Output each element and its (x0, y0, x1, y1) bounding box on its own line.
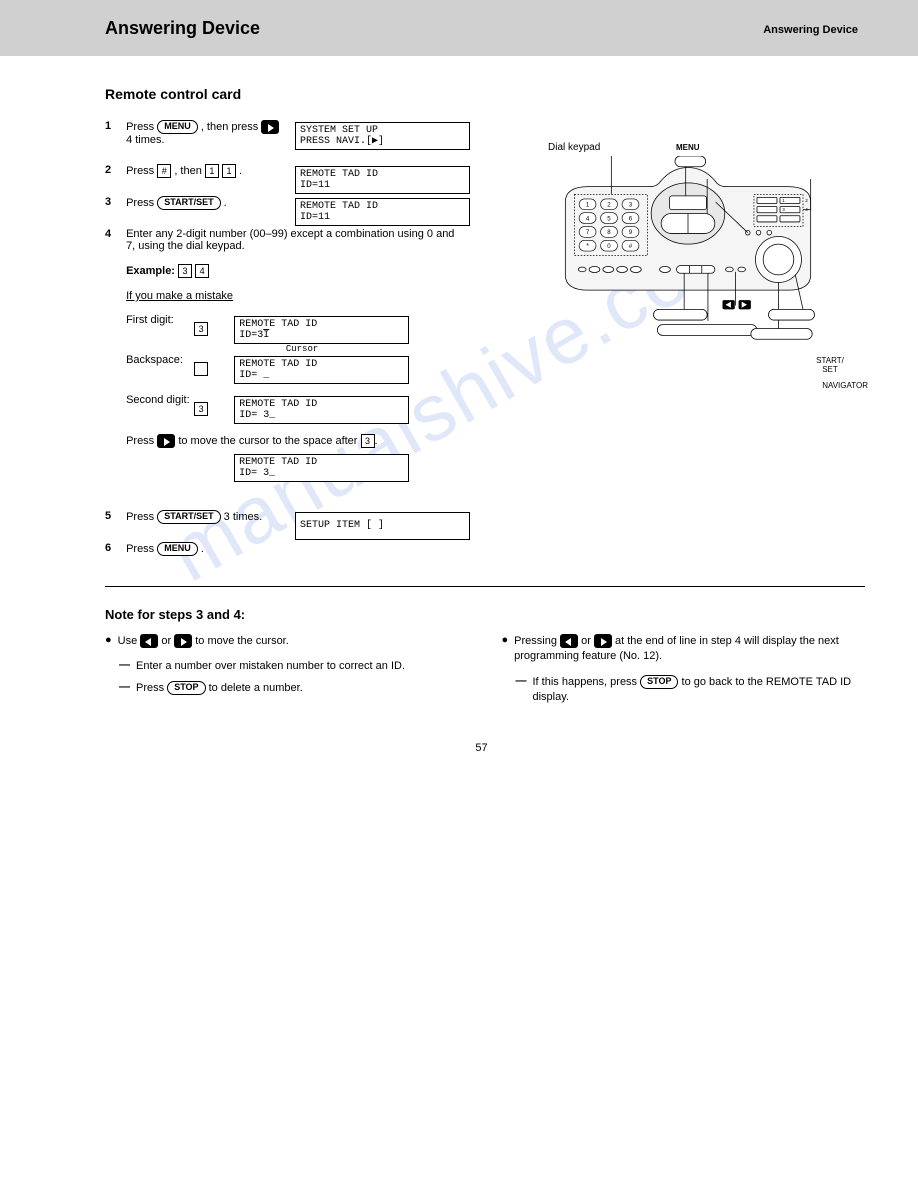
nav-right-icon (261, 120, 279, 134)
step-5: 5 Press START/SET 3 times. SETUP ITEM [ … (105, 510, 475, 524)
svg-text:7: 7 (586, 229, 590, 236)
start-set-button: START/SET (157, 196, 220, 210)
svg-text:5: 5 (607, 215, 611, 222)
nav-right-icon (594, 634, 612, 648)
control-panel-diagram: 1 2 3 4 5 6 7 8 9 * 0 # (518, 156, 858, 389)
lcd-display: REMOTE TAD ID ID=11 (295, 166, 470, 194)
text: Press (126, 121, 157, 133)
text: . (239, 165, 242, 177)
notes-title: Note for steps 3 and 4: (105, 607, 858, 622)
nav-left-icon (140, 634, 158, 648)
svg-text:2: 2 (805, 198, 808, 203)
second-digit-label: Second digit: (126, 394, 191, 406)
text: Enter any 2-digit number (00–99) except … (126, 228, 454, 252)
nav-left-icon (560, 634, 578, 648)
page-number: 57 (105, 742, 858, 754)
panel-label-keypad: Dial keypad (548, 142, 600, 153)
lcd-display: SYSTEM SET UP PRESS NAVI.[▶] (295, 122, 470, 150)
three-key: 3 (194, 322, 208, 336)
dash-icon: — (516, 675, 527, 706)
svg-text:#: # (629, 243, 633, 250)
header-title: Answering Device (105, 18, 260, 39)
notes-columns: ● Use or to move the cursor. — Enter a n… (105, 634, 858, 712)
svg-text:3: 3 (629, 202, 633, 209)
lcd-display: REMOTE TAD IDID=3I Cursor (234, 316, 409, 344)
svg-text:6: 6 (629, 215, 633, 222)
first-digit-label: First digit: (126, 314, 191, 326)
four-key: 4 (195, 264, 209, 278)
three-key: 3 (194, 402, 208, 416)
text: to move the cursor to the space after (178, 435, 357, 447)
one-key: 1 (222, 164, 236, 178)
bullet-icon: ● (502, 634, 509, 665)
lcd-display: REMOTE TAD IDID= 3_ (234, 454, 409, 482)
text: , then press (201, 121, 258, 133)
header-bar: Answering Device Answering Device (0, 0, 918, 56)
lcd-display: SETUP ITEM [ ] (295, 512, 470, 540)
svg-text:9: 9 (629, 229, 633, 236)
text: . (201, 543, 204, 555)
text: , then (174, 165, 205, 177)
three-key: 3 (178, 264, 192, 278)
note-text: Pressing or at the end of line in step 4… (514, 634, 858, 665)
text: Press (126, 197, 157, 209)
sub-note-text: If this happens, press STOP to go back t… (533, 675, 859, 706)
header-label: Answering Device (763, 24, 858, 36)
step-2: 2 Press # , then 1 1 . REMOTE TAD ID ID=… (105, 164, 475, 178)
svg-text:0: 0 (607, 243, 611, 250)
text: 4 times. (126, 134, 165, 146)
panel-label-nav: NAVIGATOR (822, 381, 868, 390)
sub-note-text: Enter a number over mistaken number to c… (136, 659, 462, 674)
svg-text:2: 2 (607, 202, 611, 209)
lcd-display: REMOTE TAD ID ID=11 (295, 198, 470, 226)
svg-text:1: 1 (586, 202, 590, 209)
text: Press (126, 165, 157, 177)
one-key: 1 (205, 164, 219, 178)
panel-label-startset: START/SET (800, 356, 860, 374)
sub-note-text: Press STOP to delete a number. (136, 681, 462, 696)
svg-text:3: 3 (782, 207, 785, 212)
dash-icon: — (119, 681, 130, 696)
content: Remote control card 1 2 3 4 5 6 7 8 9 * 0 # (0, 56, 918, 794)
svg-text:1: 1 (782, 198, 785, 203)
text: 3 times. (224, 511, 263, 523)
lcd-display: REMOTE TAD IDID= 3_ (234, 396, 409, 424)
example-label: Example: (126, 265, 178, 277)
steps-column: 1 Press MENU , then press 4 times. SYSTE… (105, 120, 475, 556)
lcd-display: REMOTE TAD IDID= _ (234, 356, 409, 384)
step-1: 1 Press MENU , then press 4 times. SYSTE… (105, 120, 475, 146)
step-6: 6 Press MENU . (105, 542, 475, 556)
text: Press (126, 543, 157, 555)
backspace-key (194, 362, 208, 376)
page: Answering Device Answering Device Remote… (0, 0, 918, 794)
panel-label-menu: MENU (676, 143, 700, 152)
text: . (224, 197, 227, 209)
nav-right-icon (174, 634, 192, 648)
stop-button: STOP (167, 681, 205, 695)
step-3: 3 Press START/SET . REMOTE TAD ID ID=11 (105, 196, 475, 210)
notes-col-left: ● Use or to move the cursor. — Enter a n… (105, 634, 462, 712)
hash-key: # (157, 164, 171, 178)
backspace-label: Backspace: (126, 354, 191, 366)
divider (105, 586, 865, 587)
text: Press (126, 511, 157, 523)
menu-button: MENU (157, 120, 198, 134)
bullet-icon: ● (105, 634, 112, 649)
section-title: Remote control card (105, 86, 858, 102)
svg-text:*: * (586, 243, 589, 250)
three-key: 3 (361, 434, 375, 448)
start-set-button: START/SET (157, 510, 220, 524)
step-4: 4 Enter any 2-digit number (00–99) excep… (105, 228, 475, 492)
svg-text:8: 8 (607, 229, 611, 236)
notes-col-right: ● Pressing or at the end of line in step… (502, 634, 859, 712)
menu-button: MENU (157, 542, 198, 556)
svg-text:4: 4 (586, 215, 590, 222)
dash-icon: — (119, 659, 130, 674)
stop-button: STOP (640, 675, 678, 689)
note-text: Use or to move the cursor. (118, 634, 462, 649)
text: Press (126, 435, 157, 447)
nav-right-icon (157, 434, 175, 448)
mistake-heading: If you make a mistake (126, 290, 233, 302)
